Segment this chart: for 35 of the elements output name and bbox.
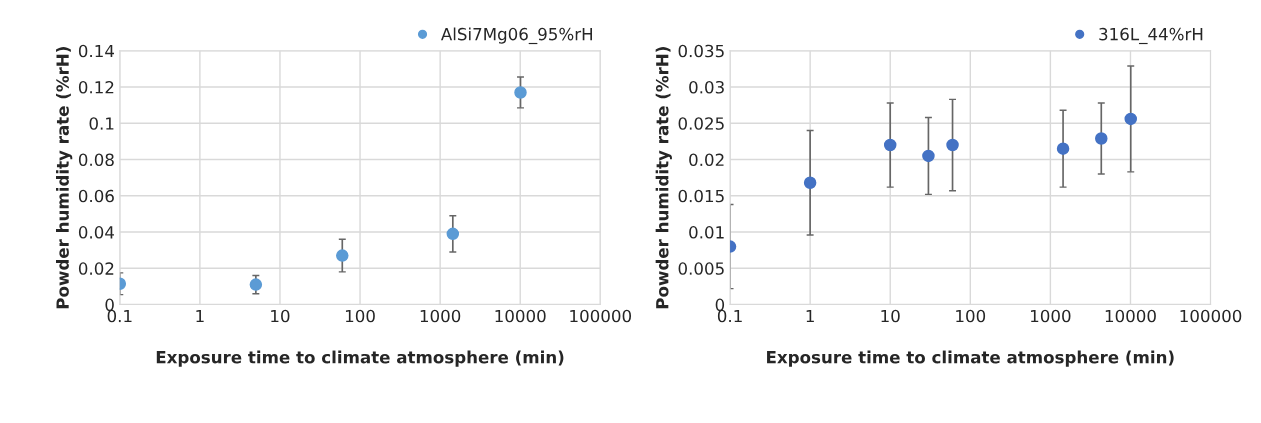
y-axis-title: Powder humidity rate (%rH) — [655, 47, 672, 309]
y-tick-label: 0.1 — [89, 117, 114, 130]
x-axis-title: Exposure time to climate atmosphere (min) — [767, 350, 1174, 367]
y-tick-label: 0 — [715, 298, 725, 312]
y-tick-label: 0.02 — [78, 262, 114, 275]
x-axis-title: Exposure time to climate atmosphere (min) — [156, 350, 564, 367]
legend-label: AlSi7Mg06_95%rH — [440, 27, 592, 45]
y-tick-label: 0.12 — [78, 80, 114, 94]
x-tick-label: 10000 — [1105, 309, 1156, 323]
y-tick-label: 0.01 — [689, 226, 724, 239]
x-tick-label: 10 — [271, 309, 290, 323]
x-tick-label: 1 — [196, 309, 204, 323]
x-tick-label: 100 — [956, 309, 986, 323]
x-tick-label: 10000 — [495, 309, 546, 323]
x-tick-label: 1000 — [420, 309, 461, 323]
y-axis-title: Powder humidity rate (%rH) — [56, 47, 73, 309]
y-tick-label: 0.02 — [689, 153, 724, 167]
y-tick-label: 0.025 — [678, 117, 724, 130]
x-tick-label: 100000 — [570, 309, 632, 323]
x-tick-label: 1 — [806, 309, 814, 323]
y-tick-label: 0.14 — [78, 44, 114, 58]
legend-label: 316L_44%rH — [1099, 27, 1203, 45]
y-tick-label: 0.08 — [78, 153, 114, 167]
y-tick-label: 0.03 — [689, 80, 724, 94]
x-tick-label: 1000 — [1031, 309, 1071, 323]
y-tick-label: 0.06 — [78, 189, 114, 203]
y-tick-label: 0.04 — [78, 226, 114, 239]
x-tick-label: 100000 — [1180, 309, 1242, 323]
x-tick-label: 100 — [345, 309, 375, 323]
y-tick-label: 0.015 — [678, 189, 724, 203]
x-tick-label: 0.1 — [107, 309, 132, 323]
y-tick-label: 0.035 — [678, 44, 724, 58]
x-tick-label: 10 — [881, 309, 900, 323]
y-tick-label: 0 — [105, 298, 114, 312]
y-tick-label: 0.005 — [678, 262, 724, 275]
